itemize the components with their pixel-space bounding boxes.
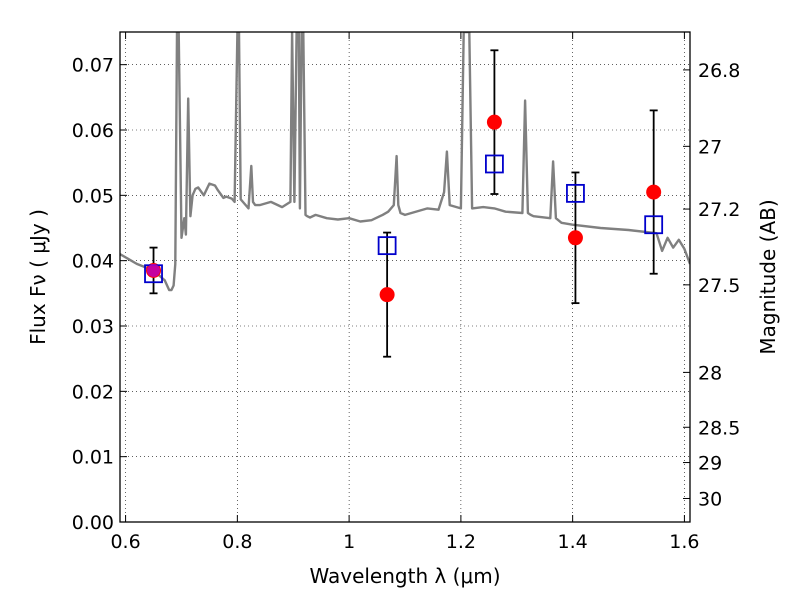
y-tick-label: 0.00	[72, 512, 114, 534]
spectrum-line	[120, 32, 690, 292]
x-tick-label: 0.8	[222, 531, 252, 553]
observed-point	[379, 287, 395, 303]
y-tick-label: 0.02	[72, 381, 114, 403]
right-tick-label: 27.5	[698, 275, 740, 297]
right-tick-label: 27	[698, 136, 722, 158]
plot-area	[120, 32, 690, 358]
y-tick-label: 0.01	[72, 447, 114, 469]
right-tick-label: 30	[698, 488, 722, 510]
y-tick-label: 0.06	[72, 120, 114, 142]
model-point	[377, 236, 397, 256]
y-tick-label: 0.07	[72, 55, 114, 77]
y-tick-label: 0.04	[72, 251, 114, 273]
observed-point	[567, 230, 583, 246]
y-tick-label: 0.05	[72, 185, 114, 207]
right-axis-label: Magnitude (AB)	[756, 199, 780, 354]
observed-point	[646, 184, 662, 200]
axis-ticks: 0.6 0.8 1 1.2 1.4 1.6 0.00 0.01 0.02 0.03 0.04 0.05…	[72, 32, 740, 553]
grid-lines	[120, 32, 690, 523]
y-axis-label: Flux Fν ( μJy )	[26, 209, 50, 345]
plot-frame	[119, 31, 691, 523]
x-tick-label: 0.6	[110, 531, 140, 553]
overlap-point	[147, 263, 161, 277]
right-tick-label: 27.2	[698, 199, 740, 221]
x-tick-label: 1.4	[558, 531, 588, 553]
y-tick-label: 0.03	[72, 316, 114, 338]
observed-point	[486, 114, 502, 130]
model-point	[566, 183, 585, 203]
right-tick-label: 29	[698, 453, 722, 475]
x-tick-label: 1.2	[446, 531, 476, 553]
x-tick-label: 1.6	[669, 531, 699, 553]
x-axis-label: Wavelength λ (μm)	[309, 564, 500, 588]
x-tick-label: 1	[343, 531, 355, 553]
right-tick-label: 28	[698, 362, 722, 384]
model-point	[485, 154, 504, 174]
model-point	[644, 215, 664, 235]
right-tick-label: 28.5	[698, 417, 740, 439]
right-tick-label: 26.8	[698, 60, 740, 82]
